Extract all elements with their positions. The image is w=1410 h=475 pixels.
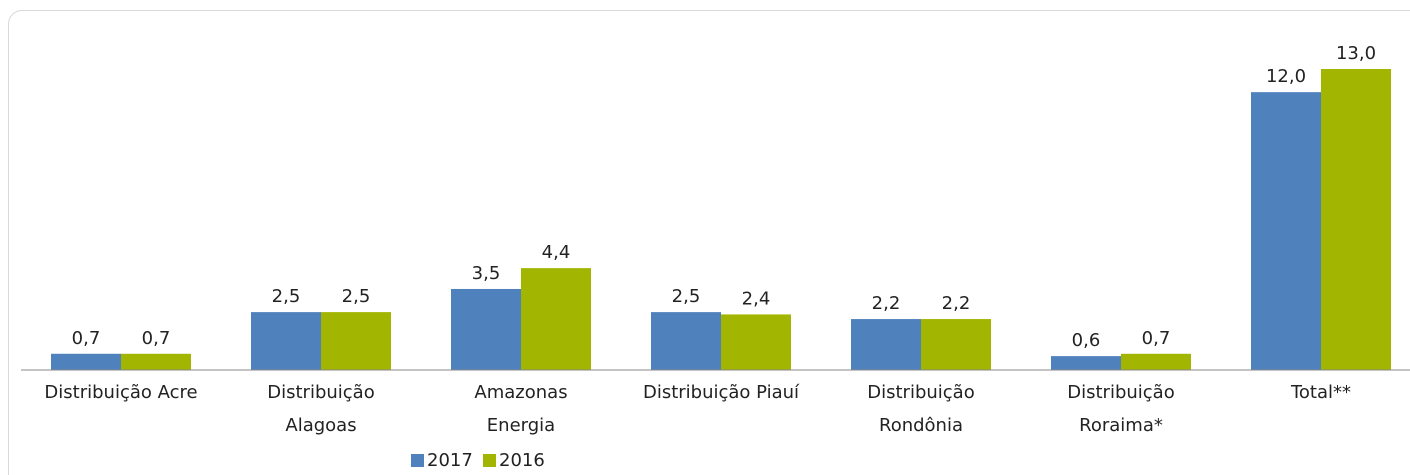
bar [321,312,391,370]
bar [921,319,991,370]
bar [851,319,921,370]
x-tick-label: Distribuição Piauí [642,382,800,403]
data-label: 3,5 [472,263,501,284]
data-label: 0,7 [72,328,101,349]
bar [521,268,591,370]
data-label: 13,0 [1336,43,1376,64]
bar [121,353,191,370]
x-tick-label: Distribuição Alagoas [267,382,375,436]
bar [451,288,521,370]
data-label: 12,0 [1266,66,1306,87]
legend-label: 2016 [499,450,545,471]
data-label: 0,7 [142,328,171,349]
x-tick-label: Distribuição Rondônia [867,382,975,436]
data-label: 0,7 [1142,328,1171,349]
data-label: 2,2 [942,293,971,314]
bar [251,312,321,370]
bar [1121,353,1191,370]
chart-frame [8,10,1410,475]
data-label: 2,2 [872,293,901,314]
data-label: 2,5 [342,286,371,307]
legend-swatch [483,454,496,467]
data-label: 2,5 [672,286,701,307]
bar [1251,92,1321,371]
bar [1051,356,1121,370]
data-label: 2,5 [272,286,301,307]
legend-item: 2016 [483,450,545,471]
x-tick-label: Distribuição Roraima* [1067,382,1175,436]
bar [651,312,721,370]
legend-item: 2017 [411,450,473,471]
data-label: 0,6 [1072,330,1101,351]
bar [51,353,121,370]
data-label: 4,4 [542,242,571,263]
legend-label: 2017 [427,450,473,471]
bar [1321,69,1391,370]
data-label: 2,4 [742,288,771,309]
x-tick-label: Amazonas Energia [474,382,568,436]
legend-swatch [411,454,424,467]
x-tick-label: Total** [1290,382,1352,403]
bar [721,314,791,370]
x-tick-label: Distribuição Acre [44,382,198,403]
